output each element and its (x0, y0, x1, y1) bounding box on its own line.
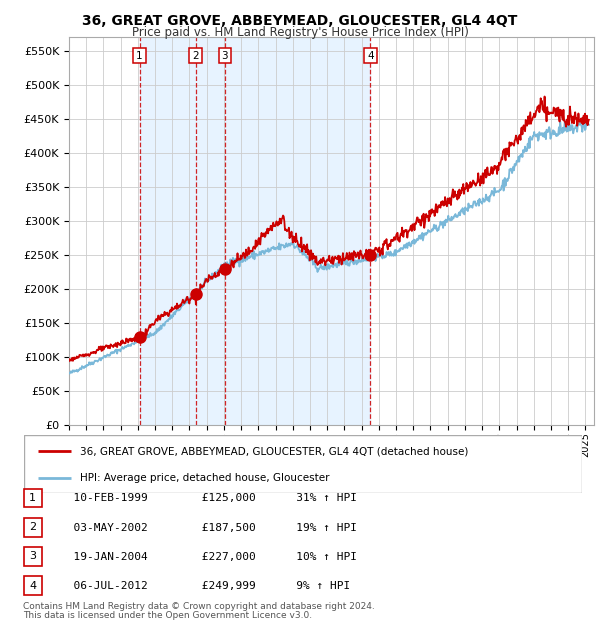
Text: Price paid vs. HM Land Registry's House Price Index (HPI): Price paid vs. HM Land Registry's House … (131, 26, 469, 39)
Text: 2: 2 (29, 522, 36, 533)
Text: 10-FEB-1999        £125,000      31% ↑ HPI: 10-FEB-1999 £125,000 31% ↑ HPI (60, 494, 357, 503)
Text: 03-MAY-2002        £187,500      19% ↑ HPI: 03-MAY-2002 £187,500 19% ↑ HPI (60, 523, 357, 533)
Text: 1: 1 (29, 493, 36, 503)
FancyBboxPatch shape (24, 518, 41, 536)
Bar (140, 37, 370, 425)
Text: 36, GREAT GROVE, ABBEYMEAD, GLOUCESTER, GL4 4QT (detached house): 36, GREAT GROVE, ABBEYMEAD, GLOUCESTER, … (80, 446, 468, 456)
Text: 3: 3 (29, 551, 36, 562)
Text: 4: 4 (367, 51, 374, 61)
FancyBboxPatch shape (24, 489, 41, 507)
Text: 1: 1 (136, 51, 143, 61)
Text: Contains HM Land Registry data © Crown copyright and database right 2024.: Contains HM Land Registry data © Crown c… (23, 603, 374, 611)
Text: HPI: Average price, detached house, Gloucester: HPI: Average price, detached house, Glou… (80, 474, 329, 484)
Text: 36, GREAT GROVE, ABBEYMEAD, GLOUCESTER, GL4 4QT: 36, GREAT GROVE, ABBEYMEAD, GLOUCESTER, … (82, 14, 518, 28)
Text: 06-JUL-2012        £249,999      9% ↑ HPI: 06-JUL-2012 £249,999 9% ↑ HPI (60, 581, 350, 591)
FancyBboxPatch shape (24, 547, 41, 565)
Text: 3: 3 (221, 51, 228, 61)
FancyBboxPatch shape (24, 577, 41, 595)
Text: 2: 2 (192, 51, 199, 61)
FancyBboxPatch shape (24, 435, 582, 493)
Text: 4: 4 (29, 580, 36, 591)
Text: 19-JAN-2004        £227,000      10% ↑ HPI: 19-JAN-2004 £227,000 10% ↑ HPI (60, 552, 357, 562)
Text: This data is licensed under the Open Government Licence v3.0.: This data is licensed under the Open Gov… (23, 611, 312, 619)
